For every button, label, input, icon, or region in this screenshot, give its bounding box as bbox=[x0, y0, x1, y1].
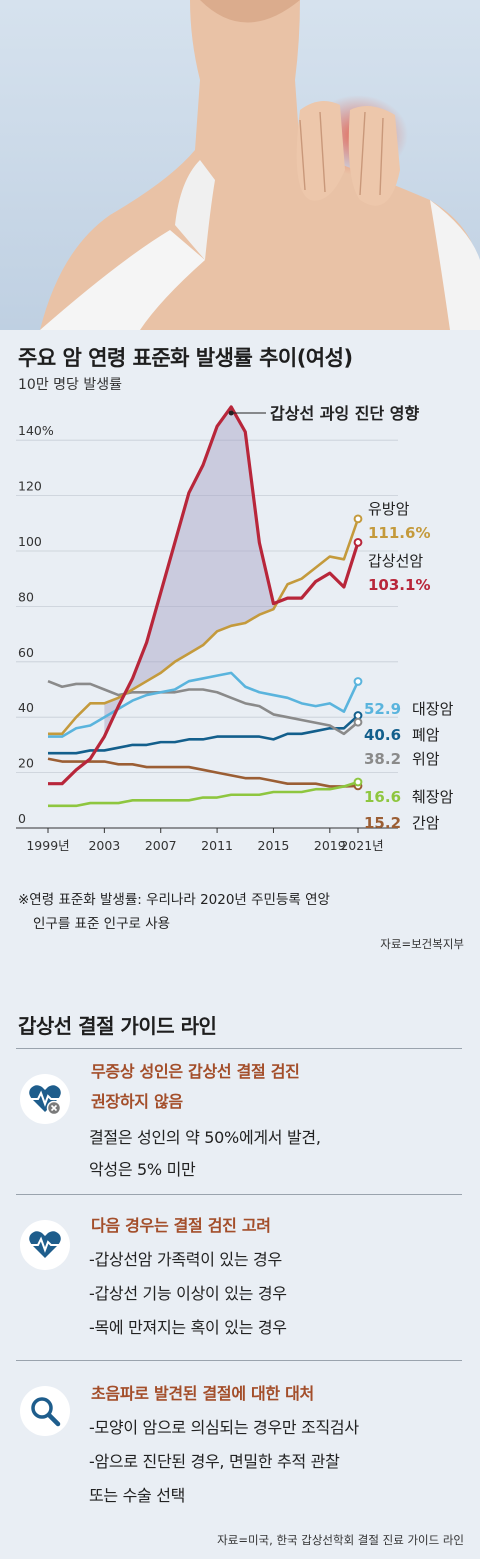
chart-subtitle: 10만 명당 발생률 bbox=[18, 377, 122, 393]
series-name-췌장암: 췌장암 bbox=[412, 788, 454, 806]
guide-1-heading-line-2: 권장하지 않음 bbox=[91, 1092, 183, 1111]
series-value-폐암: 40.6 bbox=[364, 726, 401, 744]
guide-1-line-1: 결절은 성인의 약 50%에게서 발견, bbox=[89, 1128, 321, 1147]
series-endpoint-췌장암 bbox=[353, 777, 363, 787]
series-value-대장암: 52.9 bbox=[364, 700, 401, 718]
series-endpoint-유방암 bbox=[353, 514, 363, 524]
line-chart: 0 20 40 60 80 100 120 140% 유방암 111.6% 갑상선암 103.1% 5… bbox=[16, 404, 454, 853]
guide-source: 자료=미국, 한국 갑상선학회 결절 진료 가이드 라인 bbox=[217, 1533, 464, 1547]
x-tick-label: 2003 bbox=[88, 838, 120, 853]
series-name-간암: 간암 bbox=[412, 814, 440, 832]
series-line-대장암 bbox=[48, 671, 360, 738]
x-tick-label: 1999년 bbox=[26, 838, 69, 853]
y-tick-label: 120 bbox=[18, 479, 42, 494]
heart-x-icon bbox=[20, 1074, 70, 1124]
series-name-위암: 위암 bbox=[412, 750, 440, 768]
series-name-유방암: 유방암 bbox=[368, 500, 410, 518]
y-tick-label: 0 bbox=[18, 811, 26, 826]
series-endpoint-위암 bbox=[353, 717, 363, 727]
y-tick-label: 100 bbox=[18, 534, 42, 549]
guide-2-line-3: -목에 만져지는 혹이 있는 경우 bbox=[89, 1318, 287, 1337]
series-value-갑상선암: 103.1% bbox=[368, 576, 430, 594]
guide-1-heading-line-1: 무증상 성인은 갑상선 결절 검진 bbox=[91, 1062, 300, 1081]
chart-title: 주요 암 연령 표준화 발생률 추이(여성) bbox=[18, 346, 353, 370]
y-tick-label: 40 bbox=[18, 700, 34, 715]
guide-3-line-1: -모양이 암으로 의심되는 경우만 조직검사 bbox=[89, 1418, 359, 1437]
x-tick-label: 2011 bbox=[201, 838, 233, 853]
series-value-간암: 15.2 bbox=[364, 814, 401, 832]
series-value-유방암: 111.6% bbox=[368, 524, 430, 542]
x-tick-label: 2019 bbox=[314, 838, 346, 853]
footnote-line-2: 인구를 표준 인구로 사용 bbox=[33, 916, 171, 932]
series-lines bbox=[47, 405, 363, 808]
series-value-췌장암: 16.6 bbox=[364, 788, 401, 806]
heart-pulse-icon bbox=[20, 1220, 70, 1270]
series-line-폐암 bbox=[48, 714, 359, 755]
guide-1-line-2: 악성은 5% 미만 bbox=[89, 1160, 196, 1179]
series-line-췌장암 bbox=[48, 780, 359, 808]
divider bbox=[16, 1360, 462, 1361]
guide-2-line-1: -갑상선암 가족력이 있는 경우 bbox=[89, 1250, 282, 1269]
series-name-갑상선암: 갑상선암 bbox=[368, 552, 423, 570]
overdiagnosis-area bbox=[104, 406, 274, 737]
annotation-text: 갑상선 과잉 진단 영향 bbox=[270, 404, 419, 423]
divider bbox=[16, 1194, 462, 1195]
series-value-위암: 38.2 bbox=[364, 750, 401, 768]
series-line-유방암 bbox=[48, 518, 360, 736]
guide-3-line-3: 또는 수술 선택 bbox=[89, 1486, 186, 1505]
chart-source: 자료=보건복지부 bbox=[380, 937, 464, 951]
guide-2-heading: 다음 경우는 결절 검진 고려 bbox=[91, 1216, 271, 1235]
series-endpoint-대장암 bbox=[353, 677, 363, 686]
series-line-간암 bbox=[47, 757, 359, 788]
series-line-갑상선암 bbox=[48, 405, 360, 786]
gridlines bbox=[16, 439, 398, 829]
y-tick-label: 140% bbox=[18, 423, 54, 438]
guide-3-heading: 초음파로 발견된 결절에 대한 대처 bbox=[91, 1384, 314, 1403]
guide-3-line-2: -암으로 진단된 경우, 면밀한 추적 관찰 bbox=[89, 1452, 340, 1471]
x-tick-label: 2021년 bbox=[340, 838, 383, 853]
y-tick-label: 20 bbox=[18, 756, 34, 771]
series-name-폐암: 폐암 bbox=[412, 726, 440, 744]
hero-photo-neck bbox=[0, 0, 480, 330]
guide-title: 갑상선 결절 가이드 라인 bbox=[18, 1014, 217, 1038]
series-endpoint-갑상선암 bbox=[353, 538, 363, 547]
y-tick-labels: 0 20 40 60 80 100 120 140% bbox=[18, 423, 54, 826]
divider bbox=[16, 1048, 462, 1049]
series-labels: 유방암 111.6% 갑상선암 103.1% 52.9 대장암 40.6 폐암 38.2 위암 16… bbox=[364, 500, 454, 832]
annotation: 갑상선 과잉 진단 영향 bbox=[228, 404, 419, 423]
annotation-shading bbox=[104, 406, 274, 737]
x-tick-label: 2015 bbox=[258, 838, 290, 853]
series-line-위암 bbox=[47, 679, 359, 736]
y-tick-label: 60 bbox=[18, 645, 34, 660]
x-tick-label: 2007 bbox=[145, 838, 177, 853]
y-tick-label: 80 bbox=[18, 589, 34, 604]
guide-2-line-2: -갑상선 기능 이상이 있는 경우 bbox=[89, 1284, 287, 1303]
footnote-line-1: ※연령 표준화 발생률: 우리나라 2020년 주민등록 연앙 bbox=[18, 892, 330, 908]
magnifier-icon bbox=[20, 1386, 70, 1436]
series-name-대장암: 대장암 bbox=[412, 700, 454, 718]
